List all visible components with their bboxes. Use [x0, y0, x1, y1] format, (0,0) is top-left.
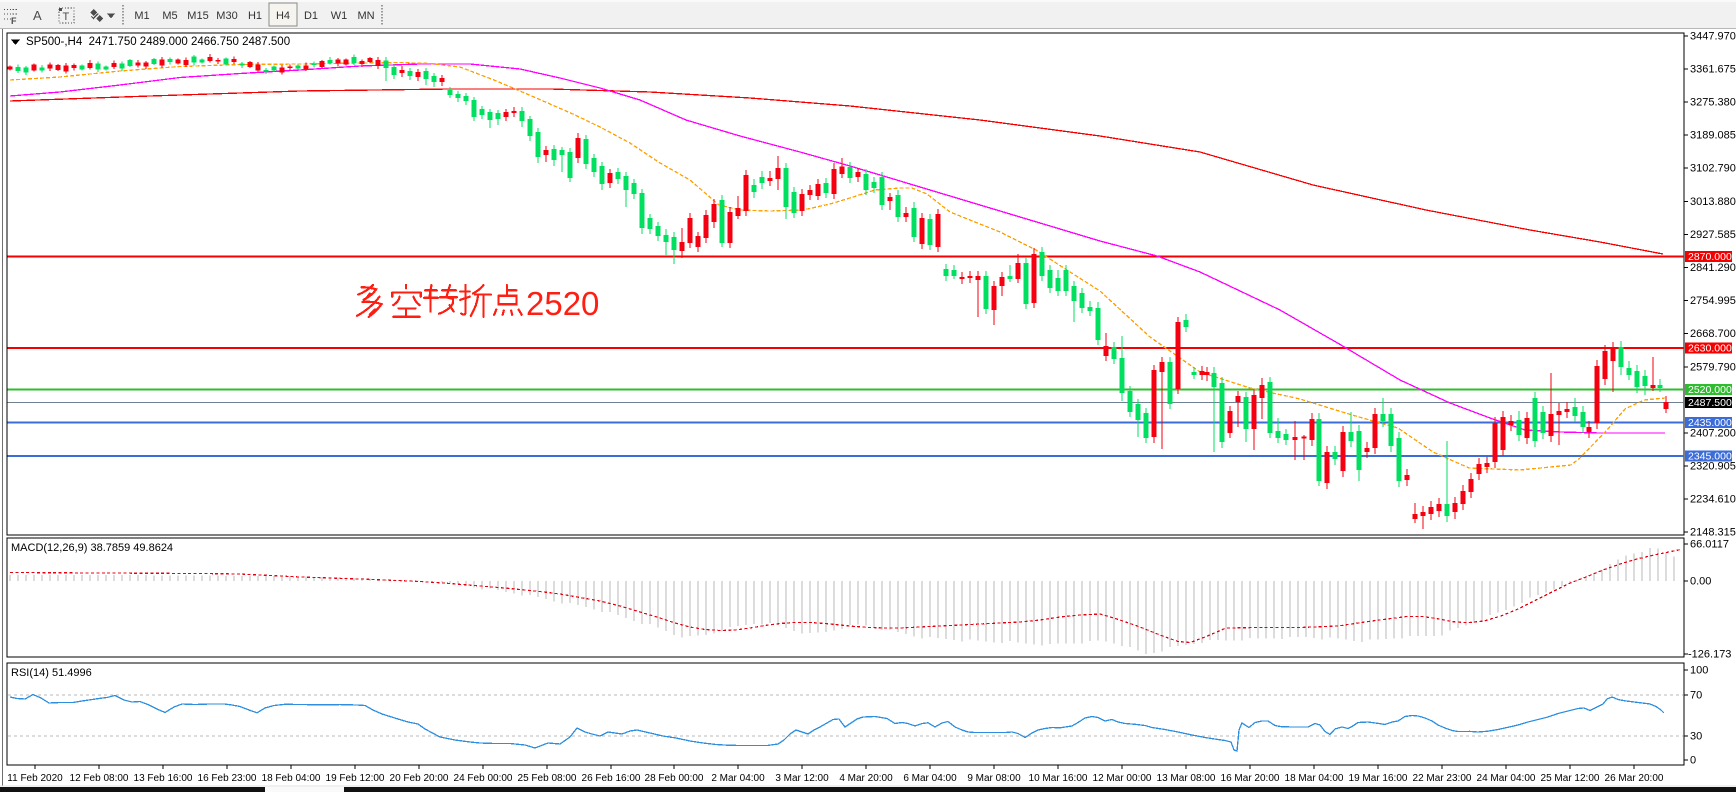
svg-text:RSI(14) 51.4996: RSI(14) 51.4996	[11, 667, 92, 679]
svg-text:11 Feb 2020: 11 Feb 2020	[7, 773, 63, 784]
svg-text:2148.315: 2148.315	[1690, 527, 1736, 539]
svg-text:28 Feb 00:00: 28 Feb 00:00	[645, 773, 704, 784]
svg-text:4 Mar 20:00: 4 Mar 20:00	[839, 773, 893, 784]
svg-text:100: 100	[1690, 665, 1708, 677]
svg-text:12 Feb 08:00: 12 Feb 08:00	[70, 773, 129, 784]
svg-text:10 Mar 16:00: 10 Mar 16:00	[1029, 773, 1088, 784]
svg-text:2841.290: 2841.290	[1690, 262, 1736, 274]
svg-text:H4: H4	[276, 10, 290, 22]
svg-text:2407.200: 2407.200	[1690, 428, 1736, 440]
svg-text:F: F	[11, 16, 17, 26]
svg-text:6 Mar 04:00: 6 Mar 04:00	[903, 773, 957, 784]
svg-text:2754.995: 2754.995	[1690, 295, 1736, 307]
svg-text:19 Mar 16:00: 19 Mar 16:00	[1349, 773, 1408, 784]
svg-text:2927.585: 2927.585	[1690, 229, 1736, 241]
svg-text:26 Mar 20:00: 26 Mar 20:00	[1605, 773, 1664, 784]
svg-text:M1: M1	[134, 10, 149, 22]
svg-text:2234.610: 2234.610	[1690, 494, 1736, 506]
svg-text:3275.380: 3275.380	[1690, 97, 1736, 109]
svg-text:2320.905: 2320.905	[1690, 461, 1736, 473]
svg-text:66.0117: 66.0117	[1690, 539, 1729, 551]
svg-text:T: T	[63, 11, 70, 23]
svg-text:18 Mar 04:00: 18 Mar 04:00	[1285, 773, 1344, 784]
svg-text:16 Feb 23:00: 16 Feb 23:00	[198, 773, 257, 784]
svg-text:12 Mar 00:00: 12 Mar 00:00	[1093, 773, 1152, 784]
svg-text:MN: MN	[357, 10, 374, 22]
svg-text:2520.000: 2520.000	[1688, 384, 1732, 396]
svg-text:2579.790: 2579.790	[1690, 362, 1736, 374]
svg-text:2345.000: 2345.000	[1688, 451, 1732, 463]
svg-text:24 Feb 00:00: 24 Feb 00:00	[454, 773, 513, 784]
svg-text:D1: D1	[304, 10, 318, 22]
svg-text:3447.970: 3447.970	[1690, 31, 1736, 43]
svg-text:-126.173: -126.173	[1688, 649, 1731, 661]
svg-text:SP500-,H4 2471.750 2489.000 2: SP500-,H4 2471.750 2489.000 2466.750 248…	[26, 36, 290, 48]
svg-text:25 Feb 08:00: 25 Feb 08:00	[518, 773, 577, 784]
svg-text:24 Mar 04:00: 24 Mar 04:00	[1477, 773, 1536, 784]
svg-text:2435.000: 2435.000	[1688, 417, 1732, 429]
svg-text:13 Mar 08:00: 13 Mar 08:00	[1157, 773, 1216, 784]
svg-text:M15: M15	[187, 10, 208, 22]
svg-text:2630.000: 2630.000	[1688, 343, 1732, 355]
svg-text:M30: M30	[216, 10, 237, 22]
svg-text:2870.000: 2870.000	[1688, 251, 1732, 263]
svg-text:20 Feb 20:00: 20 Feb 20:00	[390, 773, 449, 784]
svg-text:M5: M5	[162, 10, 177, 22]
svg-text:H1: H1	[248, 10, 262, 22]
svg-text:3013.880: 3013.880	[1690, 196, 1736, 208]
svg-text:2 Mar 04:00: 2 Mar 04:00	[711, 773, 765, 784]
svg-text:25 Mar 12:00: 25 Mar 12:00	[1541, 773, 1600, 784]
svg-text:18 Feb 04:00: 18 Feb 04:00	[262, 773, 321, 784]
svg-text:70: 70	[1690, 690, 1702, 702]
svg-text:19 Feb 12:00: 19 Feb 12:00	[326, 773, 385, 784]
svg-text:2668.700: 2668.700	[1690, 328, 1736, 340]
svg-text:W1: W1	[331, 10, 348, 22]
svg-text:30: 30	[1690, 731, 1702, 743]
svg-text:0.00: 0.00	[1690, 576, 1711, 588]
svg-text:0: 0	[1690, 755, 1696, 767]
svg-text:MACD(12,26,9) 38.7859 49.8624: MACD(12,26,9) 38.7859 49.8624	[11, 542, 173, 554]
svg-text:3361.675: 3361.675	[1690, 64, 1736, 76]
svg-text:2487.500: 2487.500	[1688, 397, 1732, 409]
svg-text:2520: 2520	[526, 285, 599, 322]
svg-text:3189.085: 3189.085	[1690, 130, 1736, 142]
svg-text:16 Mar 20:00: 16 Mar 20:00	[1221, 773, 1280, 784]
svg-text:13 Feb 16:00: 13 Feb 16:00	[134, 773, 193, 784]
svg-text:9 Mar 08:00: 9 Mar 08:00	[967, 773, 1021, 784]
svg-text:26 Feb 16:00: 26 Feb 16:00	[582, 773, 641, 784]
svg-text:3102.790: 3102.790	[1690, 163, 1736, 175]
svg-text:22 Mar 23:00: 22 Mar 23:00	[1413, 773, 1472, 784]
svg-text:A: A	[33, 8, 42, 23]
svg-text:3 Mar 12:00: 3 Mar 12:00	[775, 773, 829, 784]
